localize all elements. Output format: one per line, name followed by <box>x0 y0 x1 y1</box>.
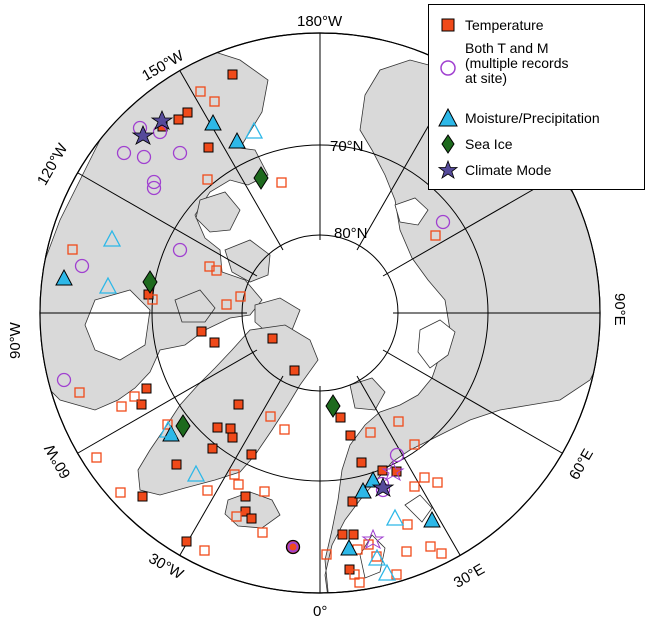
land-novaya-zemlya <box>417 319 456 369</box>
moisture-sites-filled <box>55 113 441 556</box>
climate-mode-sites-open <box>361 460 405 550</box>
land-arctic-islands-4 <box>174 289 216 323</box>
label-80n: 80°N <box>334 225 368 242</box>
legend-label-temperature: Temperature <box>465 17 544 33</box>
temperature-square-icon <box>441 18 455 32</box>
land-eurasia <box>324 59 600 593</box>
land-iceland <box>224 491 281 529</box>
label-180w: 180°W <box>297 13 343 30</box>
both-sites <box>56 120 451 555</box>
label-0: 0° <box>313 603 327 620</box>
label-60w: 60°W <box>41 440 75 481</box>
land-arctic-islands-2 <box>195 191 241 233</box>
lat-80-circle <box>241 234 399 392</box>
legend-label-moisture: Moisture/Precipitation <box>465 110 600 126</box>
land-arctic-islands-1 <box>224 239 271 283</box>
sea-ice-diamond-icon <box>441 134 455 154</box>
moisture-triangle-icon <box>438 107 458 127</box>
hudson-bay <box>84 289 151 361</box>
climate-mode-sites <box>131 109 395 497</box>
temperature-sites-open <box>67 86 447 588</box>
label-90e: 90°E <box>611 293 628 326</box>
label-30e: 30°E <box>451 561 488 592</box>
label-70n: 70°N <box>330 138 364 155</box>
legend-label-climate-mode: Climate Mode <box>465 162 552 178</box>
land-greenland <box>137 324 319 496</box>
legend-label-sea-ice: Sea Ice <box>465 136 513 152</box>
climate-mode-star-icon <box>437 159 459 179</box>
label-90w: 90°W <box>7 321 24 359</box>
label-60e: 60°E <box>566 446 597 483</box>
legend: Temperature Both T and M (multiple recor… <box>428 4 645 190</box>
moisture-sites-open <box>98 121 405 581</box>
white-sea <box>404 494 433 523</box>
sea-ice-sites <box>142 166 341 438</box>
lat-70-circle <box>151 144 489 482</box>
meridian-lines <box>40 33 600 593</box>
land-siberian-islands <box>394 197 429 226</box>
both-circle-icon <box>440 60 456 76</box>
legend-label-both: Both T and M (multiple records at site) <box>465 40 569 86</box>
label-120w: 120°W <box>34 140 72 188</box>
